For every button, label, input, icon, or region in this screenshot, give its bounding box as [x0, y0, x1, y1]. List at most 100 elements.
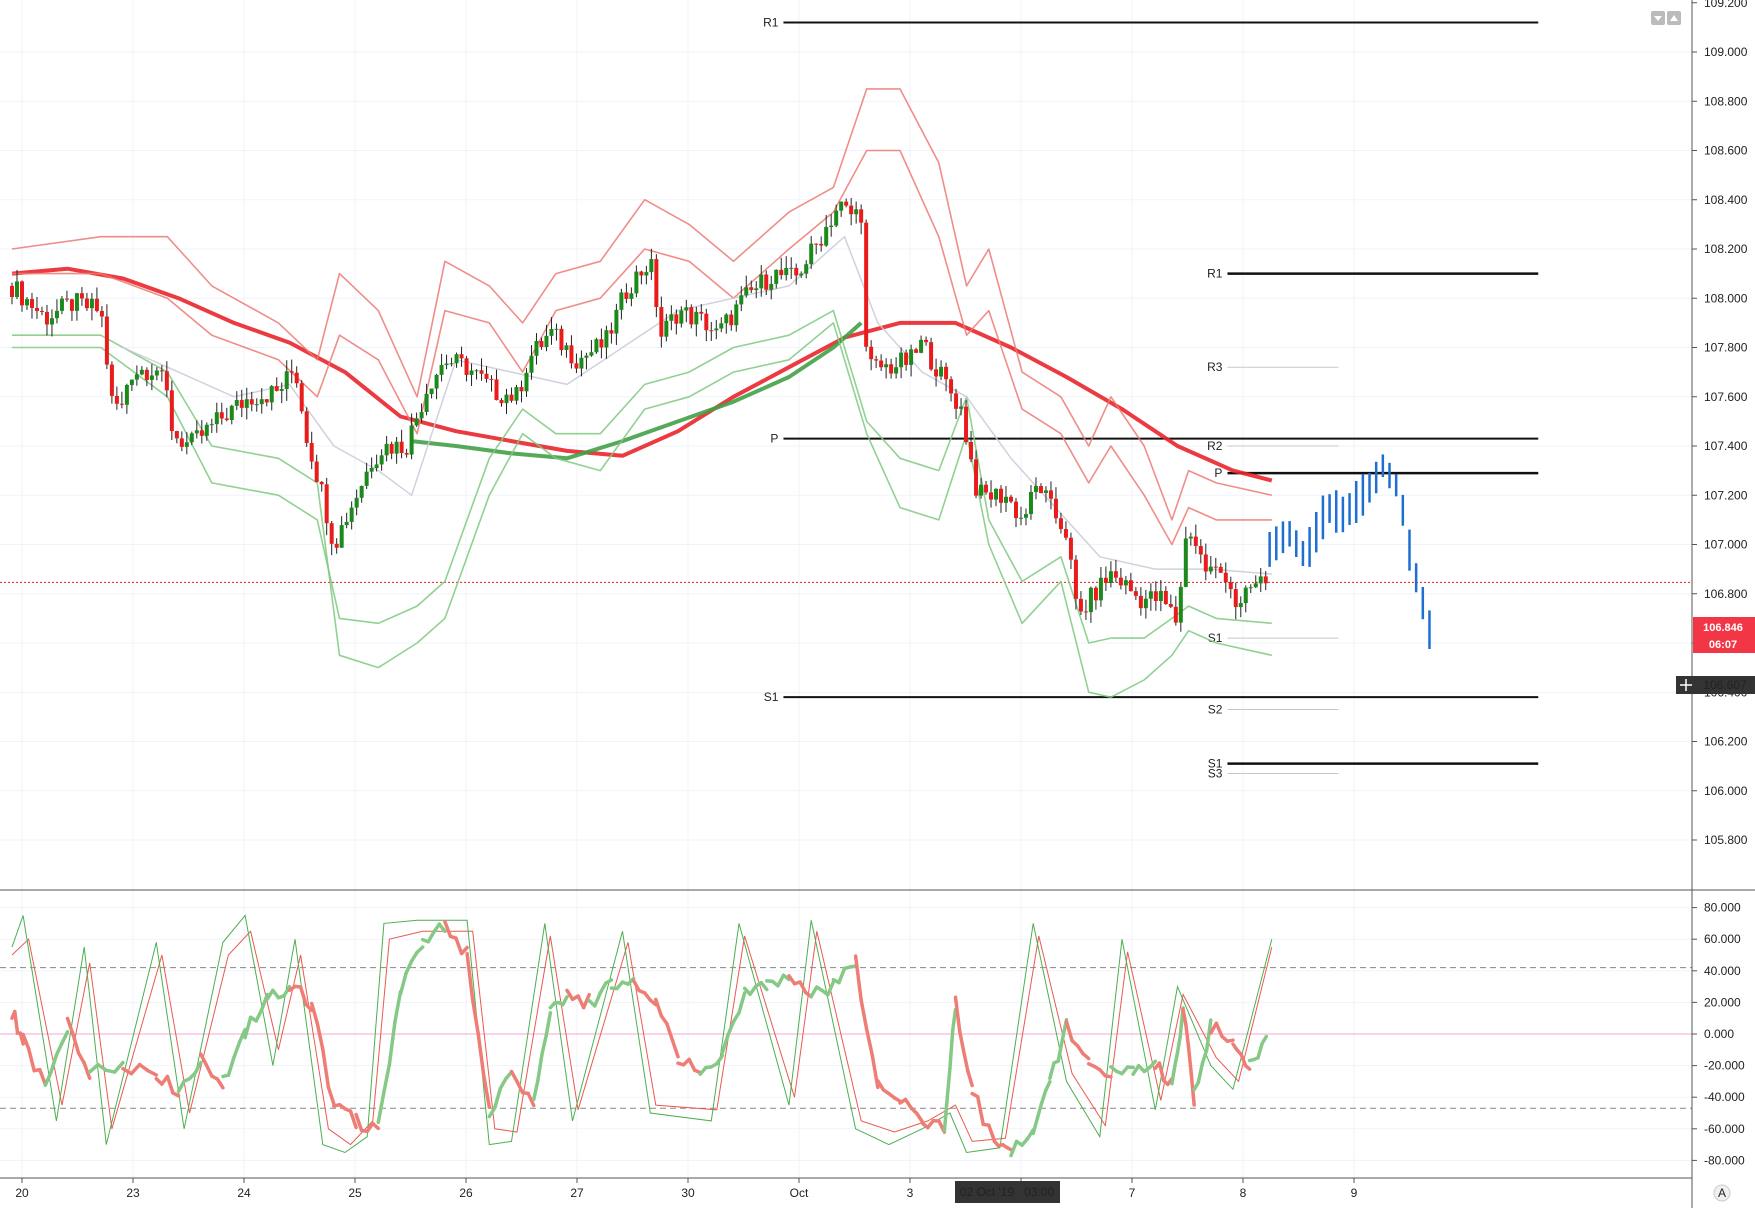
momentum-line-segment	[759, 980, 769, 992]
bullish-candle	[429, 388, 434, 394]
bullish-candle	[74, 293, 79, 311]
bearish-candle	[199, 430, 204, 436]
price-tick-label: 108.800	[1704, 94, 1748, 108]
bullish-candle	[1188, 536, 1193, 539]
momentum-line-segment	[21, 1032, 31, 1051]
bearish-candle	[174, 431, 179, 439]
bearish-candle	[34, 307, 39, 311]
bullish-candle	[774, 269, 779, 284]
bearish-candle	[224, 418, 229, 420]
bearish-candle	[559, 328, 564, 351]
stochastic-k-line	[11, 914, 1273, 1154]
momentum-line-segment	[1009, 1139, 1019, 1158]
bullish-candle	[589, 352, 594, 356]
momentum-line-segment	[309, 1001, 319, 1025]
bearish-candle	[1198, 546, 1203, 555]
momentum-line-segment	[726, 1019, 736, 1037]
momentum-line-segment	[321, 1047, 331, 1089]
price-tick-label: 105.800	[1704, 833, 1748, 847]
bullish-candle	[534, 340, 539, 356]
bullish-candle	[1253, 583, 1258, 588]
momentum-line-segment	[687, 1057, 697, 1072]
bearish-candle	[1113, 571, 1118, 578]
time-tick-label: 25	[348, 1186, 362, 1200]
momentum-line-segment	[948, 1028, 955, 1070]
bearish-candle	[289, 371, 294, 373]
bullish-candle	[799, 273, 804, 276]
bearish-candle	[324, 484, 329, 524]
grid	[0, 0, 1692, 1178]
bullish-candle	[1143, 598, 1148, 609]
bullish-candle	[419, 412, 424, 419]
momentum-line-segment	[581, 992, 591, 1010]
bearish-candle	[814, 243, 819, 245]
momentum-line-segment	[198, 1052, 208, 1067]
bearish-candle	[94, 298, 99, 311]
momentum-line-segment	[1196, 1061, 1205, 1085]
bearish-candle	[159, 370, 164, 372]
momentum-line-segment	[1239, 1052, 1248, 1068]
time-tick-label: 23	[126, 1186, 140, 1200]
momentum-line-segment	[112, 1060, 125, 1074]
bearish-candle	[624, 292, 629, 299]
bearish-candle	[1063, 529, 1068, 538]
momentum-line-segment	[1081, 1052, 1091, 1061]
bearish-candle	[654, 259, 659, 308]
bearish-candle	[699, 311, 704, 314]
bearish-candle	[309, 442, 314, 462]
price-axis[interactable]: 109.200 109.000 108.800 108.600 108.400 108.2…	[1692, 0, 1748, 847]
bullish-candle	[919, 339, 924, 353]
bullish-candle	[644, 272, 649, 276]
momentum-line-segment	[531, 1078, 540, 1102]
momentum-line-segment	[837, 966, 847, 985]
bearish-candle	[29, 299, 34, 308]
bullish-candle	[1208, 566, 1213, 572]
bearish-candle	[239, 400, 244, 408]
bullish-candle	[789, 267, 794, 269]
indicator-line	[11, 88, 1272, 521]
bearish-candle	[599, 339, 604, 348]
momentum-line-segment	[544, 1011, 553, 1038]
indicator-line	[11, 266, 1273, 483]
momentum-line-segment	[465, 951, 475, 1002]
bearish-candle	[874, 359, 879, 361]
bearish-candle	[999, 488, 1004, 503]
scroll-up-button[interactable]	[1667, 11, 1681, 25]
bearish-candle	[849, 205, 854, 215]
bullish-candle	[564, 345, 569, 351]
momentum-line-segment	[237, 1027, 247, 1044]
momentum-line-segment	[561, 995, 569, 1007]
momentum-line-segment	[776, 973, 786, 988]
momentum-line-segment	[526, 1091, 536, 1108]
momentum-line-segment	[536, 1052, 544, 1083]
scroll-down-button[interactable]	[1651, 11, 1665, 25]
bullish-candle	[734, 304, 739, 326]
pivot-label: S1	[764, 690, 779, 704]
bearish-candle	[914, 349, 919, 353]
bullish-candle	[619, 292, 624, 310]
bullish-candle	[939, 366, 944, 377]
bullish-candle	[49, 318, 54, 325]
time-axis[interactable]: 20232425262730Oct34789	[15, 1178, 1358, 1200]
momentum-line-segment	[254, 1007, 264, 1023]
momentum-line-segment	[171, 1091, 181, 1098]
oscillator-axis[interactable]: 80.000 60.000 40.000 20.000 0.000 -20.000 -40.…	[1692, 901, 1745, 1168]
momentum-line-segment	[809, 985, 819, 999]
bullish-candle	[584, 355, 589, 358]
bearish-candle	[689, 307, 694, 325]
momentum-line-segment	[731, 1010, 741, 1024]
indicator-line	[411, 321, 863, 461]
momentum-line-segment	[454, 936, 464, 956]
momentum-line-segment	[1204, 1018, 1213, 1053]
bullish-candle	[614, 309, 619, 334]
bullish-candle	[374, 464, 379, 469]
momentum-line-segment	[715, 1053, 725, 1066]
bearish-candle	[749, 287, 754, 291]
auto-scale-button[interactable]: A	[1713, 1184, 1731, 1202]
bullish-candle	[1088, 587, 1093, 613]
bullish-candle	[669, 314, 674, 321]
momentum-line-segment	[326, 1085, 336, 1106]
bullish-candle	[959, 406, 964, 409]
momentum-line-segment	[54, 1041, 64, 1057]
